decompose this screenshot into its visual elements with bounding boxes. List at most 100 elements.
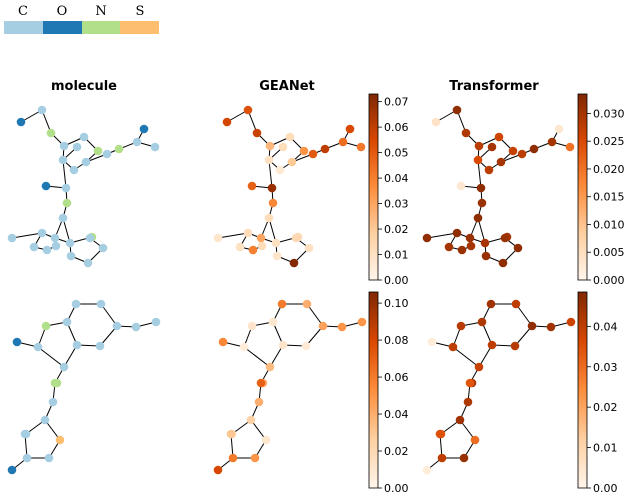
atom-node — [486, 299, 496, 309]
atom-node — [547, 137, 557, 147]
atom-node — [496, 157, 506, 167]
atom-node — [55, 435, 65, 445]
atom-node — [513, 243, 523, 253]
bond-edge — [477, 217, 486, 244]
atom-node — [272, 251, 282, 261]
colorbar-geanet-bottom: 0.00 0.02 0.04 0.06 0.08 0.10 — [368, 291, 409, 493]
atom-node — [12, 337, 22, 347]
molecule-graphs — [7, 105, 576, 475]
atom-node — [59, 141, 69, 151]
atom-node — [66, 251, 76, 261]
atom-node — [508, 146, 518, 156]
atom-node — [465, 233, 475, 243]
atom-node — [422, 233, 432, 243]
atom-node — [95, 341, 105, 351]
atom-node — [58, 155, 68, 165]
atom-node — [474, 141, 484, 151]
atom-node — [218, 337, 228, 347]
atom-node — [422, 465, 432, 475]
colorbar-tick-label: 0.030 — [593, 107, 625, 120]
atom-node — [527, 321, 537, 331]
atom-node — [59, 362, 69, 372]
atom-node — [247, 321, 257, 331]
atom-node — [139, 124, 149, 134]
atom-node — [239, 342, 249, 352]
atom-node — [529, 144, 539, 154]
atom-node — [267, 183, 277, 193]
atom-node — [62, 198, 72, 208]
atom-node — [93, 146, 103, 156]
top-molecule-atoms — [7, 105, 160, 268]
atom-node — [480, 238, 490, 248]
colorbar-transformer-top: 0.000 0.005 0.010 0.015 0.020 0.025 0.030 — [577, 93, 625, 287]
legend-label-s: S — [136, 4, 145, 19]
atom-node — [81, 157, 91, 167]
atom-node — [71, 299, 81, 309]
atom-node — [473, 213, 483, 223]
atom-node — [58, 213, 68, 223]
atom-node — [465, 378, 475, 388]
atom-node — [69, 165, 79, 175]
atom-node — [41, 321, 51, 331]
atom-node — [546, 322, 556, 332]
atom-node — [50, 378, 60, 388]
atom-node — [457, 245, 467, 255]
atom-node — [271, 238, 281, 248]
colorbar-tick-label: 0.03 — [384, 198, 409, 211]
atom-node — [463, 397, 473, 407]
atom-node — [257, 241, 267, 251]
atom-node — [98, 243, 108, 253]
colorbar-tick-label: 0.000 — [593, 274, 625, 287]
atom-node — [42, 245, 52, 255]
colorbar-tick-label: 0.04 — [593, 320, 618, 333]
atom-node — [264, 155, 274, 165]
colorbar-tick-label: 0.06 — [384, 371, 409, 384]
bond-edge — [243, 346, 271, 368]
atom-node — [37, 105, 47, 115]
atom-node — [304, 243, 314, 253]
atom-node — [427, 337, 437, 347]
atom-node — [256, 378, 266, 388]
atom-node — [277, 299, 287, 309]
bond-edge — [62, 159, 67, 189]
atom-node — [477, 198, 487, 208]
atom-node — [250, 453, 260, 463]
bond-edge — [305, 325, 324, 347]
atom-node — [287, 157, 297, 167]
legend-swatch-o — [43, 21, 82, 34]
atom-node — [455, 415, 465, 425]
legend-label-o: O — [57, 4, 68, 19]
atom-node — [252, 128, 262, 138]
atom-node — [299, 146, 309, 156]
bond-edge — [217, 232, 249, 239]
bond-edge — [37, 346, 65, 368]
atom-node — [484, 165, 494, 175]
atom-node — [459, 453, 469, 463]
bond-edge — [100, 303, 118, 327]
top-molecule-geanet — [213, 105, 366, 268]
atom-node — [466, 241, 476, 251]
colorbar-tick-label: 0.02 — [384, 445, 409, 458]
atom-node — [278, 340, 288, 350]
atom-node — [278, 142, 288, 152]
atom-node — [16, 117, 26, 127]
atom-node — [308, 149, 318, 159]
atom-node — [261, 435, 271, 445]
legend-label-c: C — [18, 4, 28, 19]
bottom-molecule-transformer — [422, 299, 576, 475]
bond-edge — [62, 217, 71, 244]
atom-node — [131, 322, 141, 332]
atom-node — [62, 317, 72, 327]
atom-node — [46, 128, 56, 138]
atom-node — [243, 105, 253, 115]
colorbar-tick-label: 0.020 — [593, 163, 625, 176]
atom-node — [498, 258, 508, 268]
atom-node — [228, 453, 238, 463]
colorbar-tick-label: 0.005 — [593, 246, 625, 259]
atom-node — [452, 228, 462, 238]
atom-node — [510, 341, 520, 351]
top-molecule-transformer — [422, 105, 575, 268]
title-geanet: GEANet — [259, 79, 315, 94]
atom-node — [448, 342, 458, 352]
atom-node — [37, 228, 47, 238]
